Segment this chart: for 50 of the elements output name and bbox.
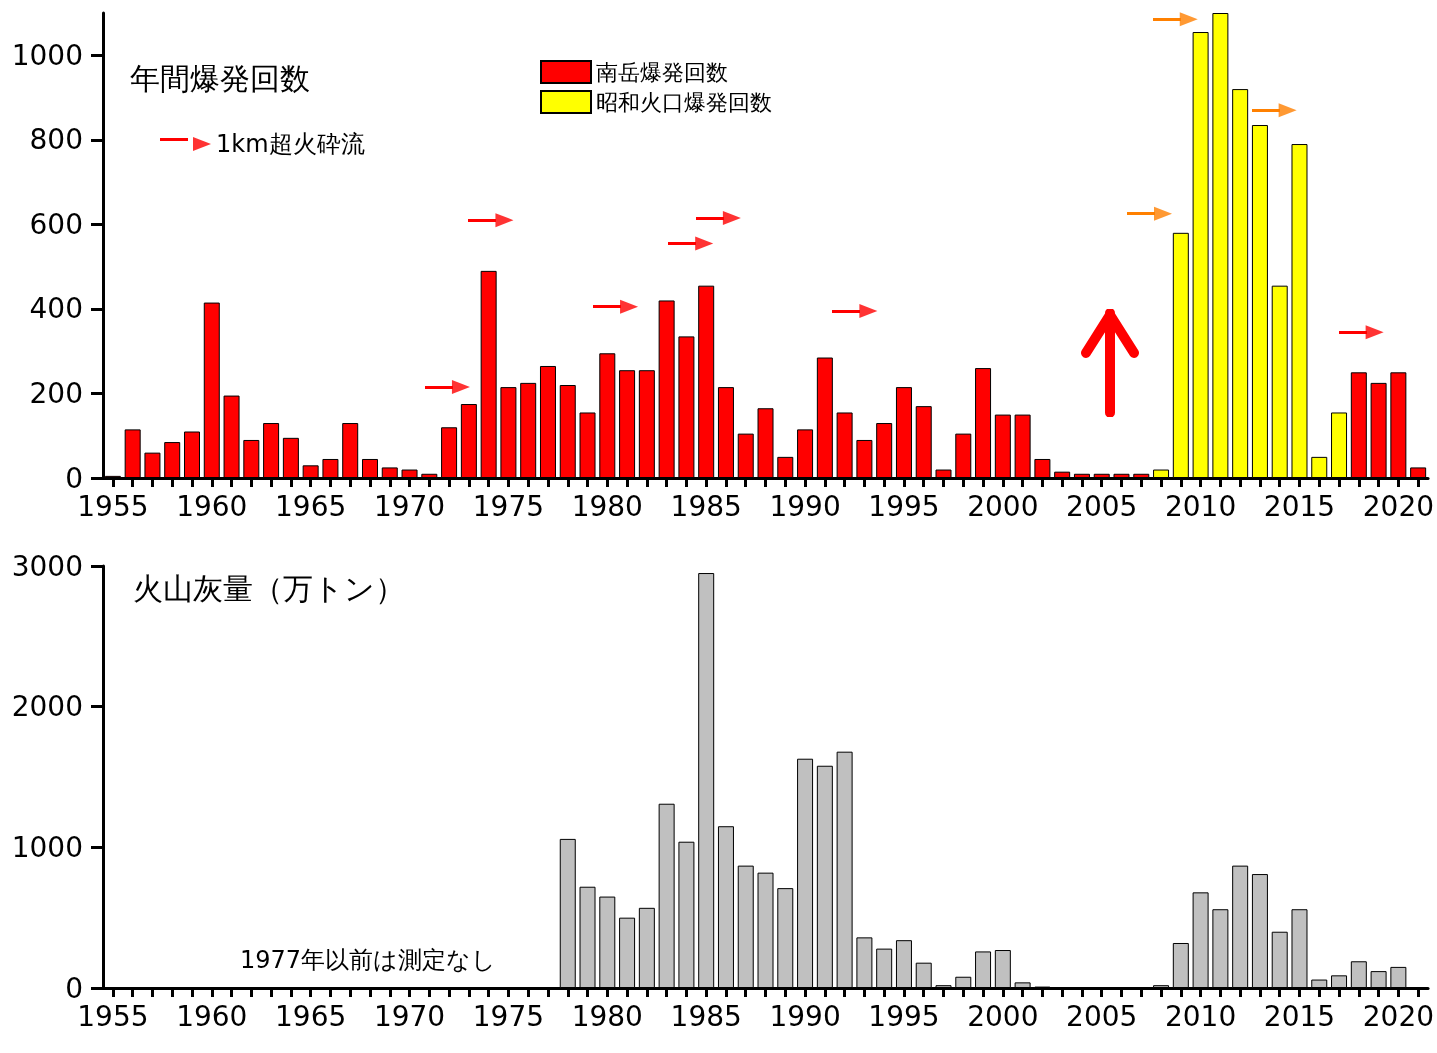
point <box>859 304 878 319</box>
point <box>451 380 470 395</box>
point <box>695 236 714 251</box>
text: 年間爆発回数 <box>130 60 310 96</box>
x-tick-label: 2000 <box>967 489 1039 523</box>
x-tick-label: 2005 <box>1066 999 1138 1033</box>
chart-title: 火山灰量（万トン） <box>133 570 405 606</box>
x-tick-label: 2020 <box>1362 999 1434 1033</box>
x-tick-label: 1995 <box>868 999 940 1033</box>
y-tick-label: 1000 <box>11 38 83 72</box>
x-tick-label: 1980 <box>571 999 643 1033</box>
point <box>722 211 741 226</box>
x-tick-label: 2015 <box>1263 999 1336 1033</box>
x-tick-label: 1985 <box>670 489 742 523</box>
x-tick-label: 1985 <box>670 999 742 1033</box>
x-tick-label: 2015 <box>1263 489 1336 523</box>
legend-label: 昭和火口爆発回数 <box>596 89 772 115</box>
x-tick-label: 2000 <box>967 999 1039 1033</box>
point <box>495 213 514 228</box>
x-tick-label: 1960 <box>176 489 248 523</box>
point <box>1154 206 1173 221</box>
x-tick-label: 1975 <box>472 489 545 523</box>
x-tick-label: 1970 <box>373 999 446 1033</box>
y-tick-label: 600 <box>29 207 83 241</box>
x-tick-label: 1990 <box>769 489 841 523</box>
y-tick-label: 3000 <box>11 549 83 583</box>
x-tick-label: 2005 <box>1066 489 1138 523</box>
x-tick-label: 1990 <box>769 999 841 1033</box>
y-tick-label: 800 <box>29 123 83 157</box>
x-tick-label: 2020 <box>1362 489 1434 523</box>
x-tick-label: 2010 <box>1164 999 1237 1033</box>
point <box>1278 103 1297 118</box>
x-tick-label: 2010 <box>1164 489 1237 523</box>
y-tick-label: 200 <box>29 376 83 410</box>
x-tick-label: 1965 <box>275 489 347 523</box>
y-tick-label: 1000 <box>11 830 83 864</box>
x-tick-label: 1980 <box>571 489 643 523</box>
legend-label: 1km超火砕流 <box>216 130 365 158</box>
x-tick-label: 1995 <box>868 489 940 523</box>
annotation: 1977年以前は測定なし <box>240 946 497 974</box>
point <box>620 299 639 314</box>
y-tick-label: 2000 <box>11 690 83 724</box>
point <box>1179 12 1198 27</box>
x-tick-label: 1965 <box>275 999 347 1033</box>
y-tick-label: 400 <box>29 292 83 326</box>
point <box>1365 325 1384 340</box>
x-tick-label: 1970 <box>373 489 446 523</box>
x-tick-label: 1975 <box>472 999 545 1033</box>
x-tick-label: 1960 <box>176 999 248 1033</box>
legend-label: 南岳爆発回数 <box>596 59 728 85</box>
